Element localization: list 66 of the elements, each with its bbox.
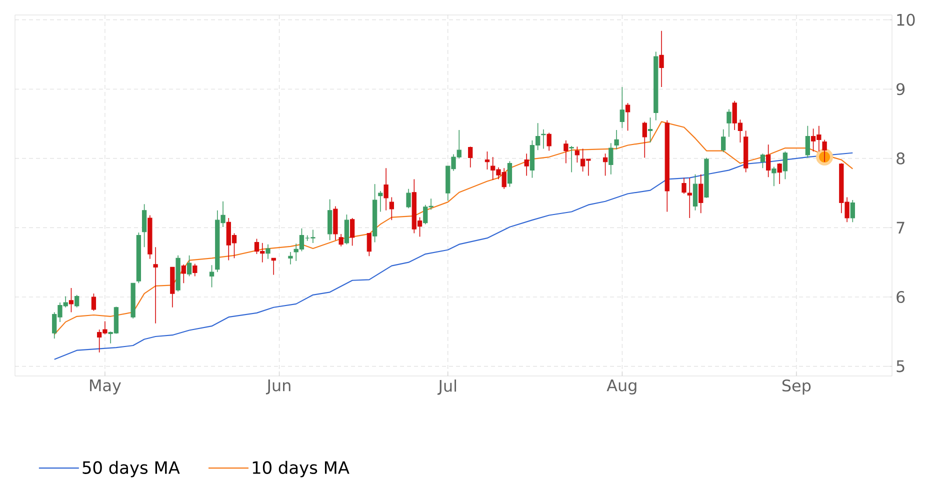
y-tick-label: 8 (896, 152, 905, 164)
candlestick (181, 264, 186, 284)
candlestick (569, 146, 574, 173)
candlestick (698, 174, 704, 214)
candlestick (692, 174, 698, 211)
candlestick (366, 232, 372, 257)
y-tick-label: 5 (896, 360, 904, 372)
candlestick (209, 264, 214, 288)
candlestick (344, 214, 350, 245)
x-tick-label: Jun (266, 380, 290, 394)
line-series (54, 152, 854, 360)
candlestick (805, 125, 810, 158)
y-tick-label: 6 (896, 290, 905, 304)
legend-label: 50 days MA (82, 460, 180, 478)
candlestick (142, 204, 147, 248)
candlestick (338, 234, 344, 247)
candlestick (468, 146, 473, 168)
candlestick (608, 142, 614, 175)
y-tick-label: 7 (896, 222, 904, 234)
x-tick-label: Sep (782, 380, 811, 395)
y-tick-label: 10 (897, 14, 915, 26)
candlestick (74, 294, 80, 308)
candlestick (726, 108, 732, 138)
line-series (54, 121, 854, 335)
candlestick (625, 102, 630, 132)
candlestick (682, 177, 686, 194)
y-tick-label: 9 (896, 83, 905, 96)
candlestick (614, 130, 619, 150)
candlestick (822, 139, 827, 162)
candlestick (266, 244, 270, 260)
candlestick (507, 160, 512, 188)
candlestick (659, 30, 664, 88)
candlestick (574, 146, 580, 163)
candlestick (782, 151, 788, 180)
candlestick (772, 166, 776, 187)
candlestick (192, 263, 198, 277)
candlestick (850, 200, 855, 223)
candlestick (620, 86, 624, 128)
candlestick (687, 177, 692, 218)
legend-label: 10 days MA (252, 460, 350, 478)
candlestick (378, 190, 383, 212)
x-tick-label: May (90, 380, 121, 394)
candlestick (384, 168, 388, 211)
candlestick (91, 293, 96, 312)
candlestick (524, 153, 529, 176)
candlestick (642, 121, 647, 158)
candlestick (484, 151, 490, 170)
candlestick (760, 153, 766, 169)
candlestick (288, 252, 293, 265)
candlestick (766, 144, 771, 178)
candlestick (271, 258, 276, 276)
candlestick (546, 132, 552, 152)
x-tick-label: Aug (606, 380, 636, 394)
candlestick (68, 288, 74, 313)
candlestick (564, 140, 568, 164)
candlestick (721, 128, 726, 153)
candlestick (389, 196, 394, 220)
candlestick (406, 188, 411, 209)
candlestick (350, 218, 355, 246)
candlestick (186, 255, 192, 277)
candlestick (602, 153, 608, 176)
candlestick (777, 162, 782, 184)
candlestick (648, 117, 653, 143)
candlestick (153, 246, 158, 324)
candlestick (328, 198, 332, 241)
x-tick-label: Jul (437, 380, 456, 395)
